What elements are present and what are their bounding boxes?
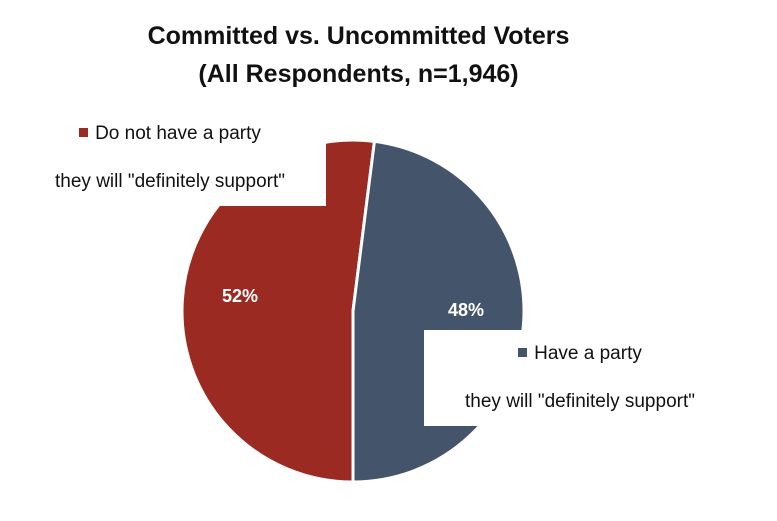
legend-item: Have a party they will "definitely suppo… [424,330,736,426]
value-label: 48% [448,300,484,320]
legend-label: Have a party they will "definitely suppo… [465,343,695,412]
chart-title: Committed vs. Uncommitted Voters [147,22,570,50]
pie-slice [351,139,526,484]
chart-subtitle: (All Respondents, n=1,946) [198,60,519,88]
legend-item: Do not have a party they will "definitel… [14,110,326,206]
value-label: 52% [222,286,258,306]
legend-label: Do not have a party they will "definitel… [55,123,285,192]
legend-swatch [518,348,528,357]
legend-swatch [79,128,89,137]
